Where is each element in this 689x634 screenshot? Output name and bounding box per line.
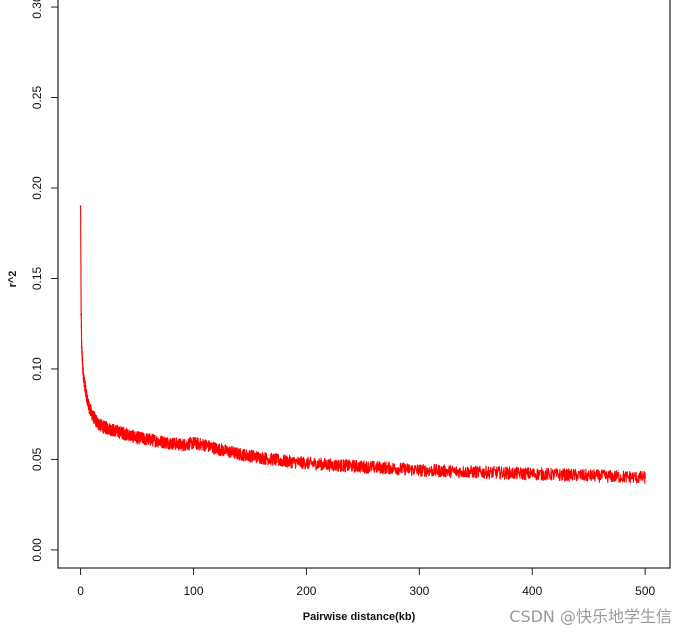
ld-data-point xyxy=(587,474,590,477)
ld-data-point xyxy=(80,346,83,349)
ld-data-point xyxy=(102,425,105,428)
ld-data-point xyxy=(107,427,110,430)
ld-data-point xyxy=(237,453,240,455)
ld-data-point xyxy=(170,442,172,445)
y-tick-label: 0.25 xyxy=(30,86,44,110)
ld-data-point xyxy=(96,422,99,425)
x-axis-title: Pairwise distance(kb) xyxy=(303,611,416,623)
ld-data-point xyxy=(79,205,82,207)
ld-data-point xyxy=(147,438,150,441)
ld-decay-line xyxy=(80,205,646,484)
x-tick-label: 300 xyxy=(409,584,429,598)
ld-data-point xyxy=(328,463,330,466)
y-tick-label: 0.00 xyxy=(30,538,44,562)
x-tick-label: 200 xyxy=(296,584,316,598)
y-tick-label: 0.10 xyxy=(30,357,44,381)
ld-data-point xyxy=(305,462,308,464)
ld-data-point xyxy=(181,444,184,446)
plot-frame xyxy=(57,0,671,569)
ld-data-point xyxy=(531,473,534,475)
ld-data-point xyxy=(158,440,161,443)
ld-data-point xyxy=(215,447,217,450)
ld-data-point xyxy=(83,378,85,381)
ld-data-point xyxy=(81,368,84,370)
y-axis-title: r^2 xyxy=(7,271,19,288)
x-tick-label: 500 xyxy=(635,584,655,598)
x-tick-label: 400 xyxy=(522,584,542,598)
ld-data-point xyxy=(90,413,93,416)
ld-data-point xyxy=(361,465,364,468)
ld-data-point xyxy=(395,467,398,470)
y-tick-label: 0.05 xyxy=(30,447,44,471)
ld-data-point xyxy=(260,456,263,459)
x-tick-label: 0 xyxy=(77,584,84,598)
ld-data-point xyxy=(418,469,421,472)
watermark-text: CSDN @快乐地学生信 xyxy=(509,607,672,626)
ld-data-point xyxy=(474,471,477,473)
ld-data-point xyxy=(136,436,138,439)
ld-data-point xyxy=(644,476,647,479)
ld-data-point xyxy=(80,313,83,316)
y-tick-label: 0.20 xyxy=(30,176,44,200)
ld-data-point xyxy=(203,444,206,446)
ld-data-point xyxy=(192,442,195,445)
y-tick-label: 0.15 xyxy=(30,266,44,290)
ld-data-point xyxy=(282,460,285,463)
ld-data-point xyxy=(113,429,116,432)
y-tick-label: 0.30 xyxy=(30,0,44,19)
ld-data-point xyxy=(85,393,88,396)
ld-data-point xyxy=(124,433,127,435)
x-tick-label: 100 xyxy=(183,584,203,598)
ld-data-point xyxy=(87,404,90,407)
